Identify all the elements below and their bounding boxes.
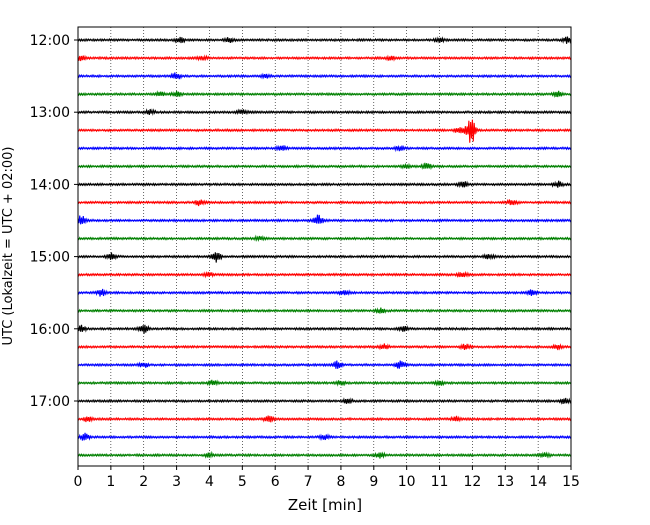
seismic-trace bbox=[77, 108, 572, 116]
seismic-trace bbox=[77, 397, 572, 405]
seismic-trace bbox=[77, 360, 572, 369]
seismic-trace bbox=[77, 432, 572, 441]
x-tick-label: 5 bbox=[238, 474, 247, 490]
x-axis-ticks: 0 1 2 3 4 5 6 7 8 9 10 11 12 13 14 15 bbox=[74, 466, 580, 490]
seismic-trace bbox=[77, 252, 572, 263]
seismic-trace bbox=[77, 162, 572, 171]
x-tick-label: 13 bbox=[496, 474, 514, 490]
seismic-trace bbox=[77, 198, 572, 207]
x-tick-label: 10 bbox=[398, 474, 416, 490]
trace-layer bbox=[77, 36, 572, 459]
x-tick-label: 2 bbox=[139, 474, 148, 490]
y-axis-ticks: 12:00 13:00 14:00 15:00 16:00 17:00 bbox=[30, 33, 78, 410]
seismic-trace bbox=[77, 144, 572, 153]
x-tick-label: 7 bbox=[304, 474, 313, 490]
seismic-trace bbox=[77, 415, 572, 423]
x-tick-label: 11 bbox=[431, 474, 449, 490]
x-tick-label: 14 bbox=[529, 474, 547, 490]
x-tick-label: 9 bbox=[369, 474, 378, 490]
seismic-trace bbox=[77, 180, 572, 189]
x-tick-label: 4 bbox=[205, 474, 214, 490]
seismic-trace bbox=[77, 307, 572, 315]
y-axis-label: UTC (Lokalzeit = UTC + 02:00) bbox=[1, 147, 16, 346]
seismic-trace bbox=[77, 343, 572, 351]
y-tick-label: 17:00 bbox=[30, 394, 70, 410]
y-tick-label: 15:00 bbox=[30, 250, 70, 266]
x-tick-label: 6 bbox=[271, 474, 280, 490]
axes-frame bbox=[77, 26, 572, 467]
x-axis-label: Zeit [min] bbox=[288, 496, 362, 514]
seismic-trace bbox=[77, 90, 572, 98]
x-tick-label: 8 bbox=[336, 474, 345, 490]
x-tick-label: 1 bbox=[106, 474, 115, 490]
seismic-trace bbox=[77, 234, 572, 243]
seismic-trace bbox=[77, 54, 572, 62]
x-tick-label: 3 bbox=[172, 474, 181, 490]
y-tick-label: 16:00 bbox=[30, 322, 70, 338]
seismic-trace bbox=[77, 214, 572, 225]
x-tick-label: 15 bbox=[562, 474, 580, 490]
seismic-trace bbox=[77, 72, 572, 80]
y-tick-label: 14:00 bbox=[30, 177, 70, 193]
seismic-trace bbox=[77, 450, 572, 459]
y-tick-label: 13:00 bbox=[30, 105, 70, 121]
seismic-trace bbox=[77, 119, 572, 143]
seismic-trace bbox=[77, 324, 572, 334]
seismic-trace bbox=[77, 270, 572, 279]
seismic-trace bbox=[77, 288, 572, 297]
seismic-trace bbox=[77, 379, 572, 387]
seismic-trace bbox=[77, 36, 572, 44]
x-tick-label: 12 bbox=[463, 474, 481, 490]
x-tick-label: 0 bbox=[74, 474, 83, 490]
y-tick-label: 12:00 bbox=[30, 33, 70, 49]
grid-layer bbox=[110, 27, 539, 466]
